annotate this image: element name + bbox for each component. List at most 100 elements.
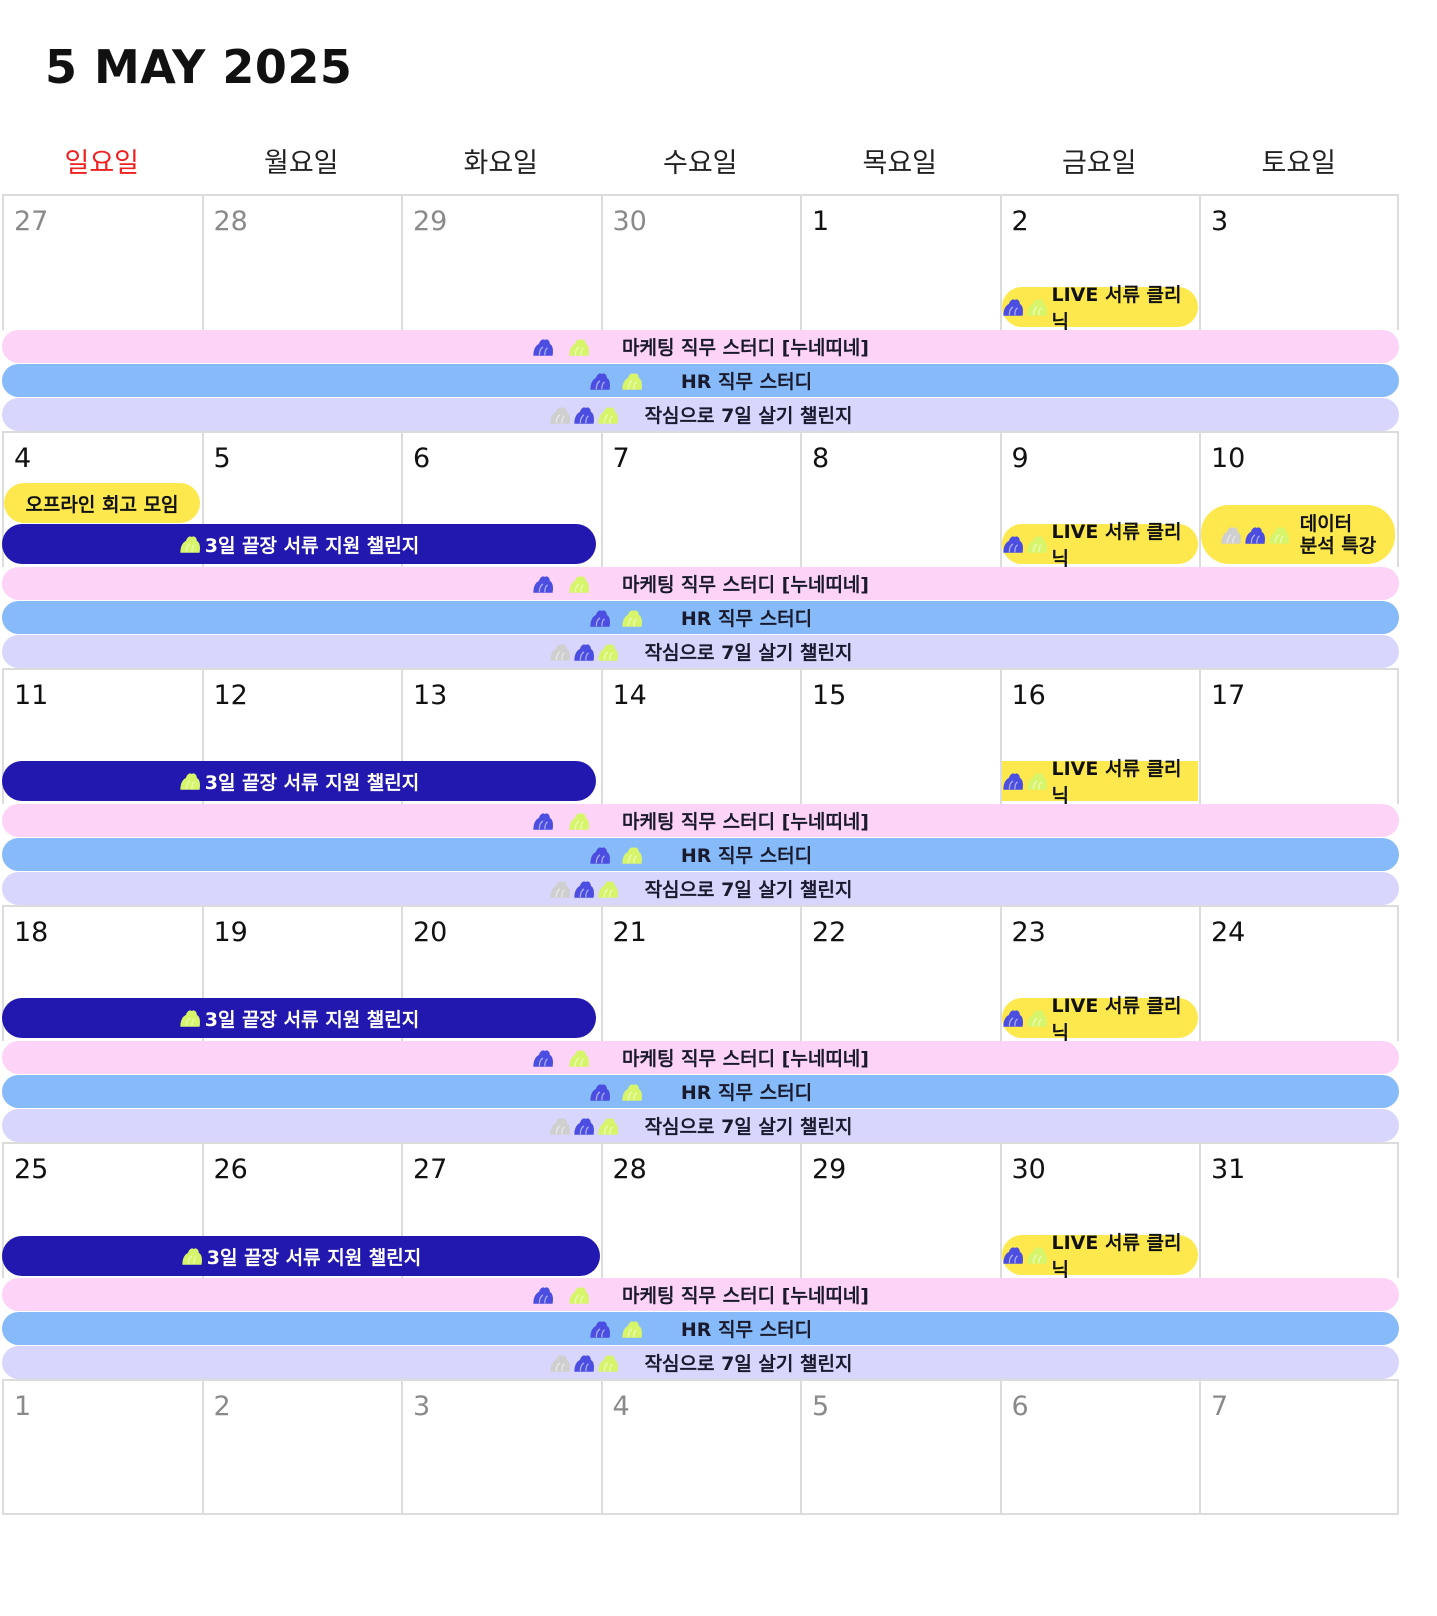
event-live-clinic[interactable]: LIVE 서류 클리닉 — [1001, 284, 1198, 333]
day-cell[interactable]: 31 — [1199, 1142, 1399, 1278]
day-number: 1 — [14, 1391, 32, 1422]
day-cell[interactable]: 7 — [600, 431, 800, 567]
weekday-thursday: 목요일 — [862, 148, 938, 179]
day-cell[interactable]: 6 — [999, 1379, 1199, 1515]
day-cell[interactable]: 4 — [2, 431, 202, 567]
event-7day-challenge[interactable]: 작심으로 7일 살기 챌린지 — [2, 1346, 1399, 1379]
day-number: 3 — [1211, 206, 1229, 237]
day-cell[interactable]: 13 — [401, 668, 601, 804]
day-cell[interactable]: 20 — [401, 905, 601, 1041]
day-cell[interactable]: 26 — [201, 1142, 401, 1278]
day-cell[interactable]: 1 — [2, 1379, 202, 1515]
day-cell[interactable]: 28 — [600, 1142, 800, 1278]
day-cell[interactable]: 11 — [2, 668, 202, 804]
day-number: 14 — [612, 680, 647, 711]
event-3day-challenge[interactable]: 3일 끝장 서류 지원 챌린지 — [2, 524, 596, 564]
event-3day-challenge[interactable]: 3일 끝장 서류 지원 챌린지 — [2, 998, 596, 1038]
day-cell[interactable]: 5 — [201, 431, 401, 567]
day-number: 10 — [1211, 443, 1246, 474]
day-number: 7 — [612, 443, 630, 474]
day-cell[interactable]: 30 — [999, 1142, 1199, 1278]
event-icons — [549, 1115, 619, 1137]
day-cell[interactable]: 30 — [600, 194, 800, 330]
event-7day-challenge[interactable]: 작심으로 7일 살기 챌린지 — [2, 398, 1399, 431]
event-hr-study[interactable]: HR 직무 스터디 — [2, 364, 1399, 397]
day-cell[interactable]: 27 — [401, 1142, 601, 1278]
event-icons — [1002, 533, 1048, 555]
day-cell[interactable]: 29 — [800, 1142, 1000, 1278]
day-cell[interactable]: 2 — [201, 1379, 401, 1515]
event-live-clinic[interactable]: LIVE 서류 클리닉 — [1001, 521, 1198, 570]
event-live-clinic[interactable]: LIVE 서류 클리닉 — [1001, 1232, 1198, 1281]
day-cell[interactable]: 21 — [600, 905, 800, 1041]
day-cell[interactable]: 19 — [201, 905, 401, 1041]
event-marketing-study[interactable]: 마케팅 직무 스터디 [누네띠네] — [2, 804, 1399, 837]
event-3day-challenge[interactable]: 3일 끝장 서류 지원 챌린지 — [2, 1236, 600, 1276]
event-7day-challenge[interactable]: 작심으로 7일 살기 챌린지 — [2, 872, 1399, 905]
day-cell[interactable]: 22 — [800, 905, 1000, 1041]
day-cell[interactable]: 3 — [1199, 194, 1399, 330]
day-cell[interactable]: 17 — [1199, 668, 1399, 804]
event-label-line1: 데이터 — [1299, 512, 1353, 535]
day-cell[interactable]: 28 — [201, 194, 401, 330]
event-data-lecture[interactable]: 데이터 분석 특강 — [1201, 505, 1395, 564]
day-number: 17 — [1211, 680, 1246, 711]
day-cell[interactable]: 5 — [800, 1379, 1000, 1515]
event-hr-study[interactable]: HR 직무 스터디 — [2, 1312, 1399, 1345]
day-number: 19 — [213, 917, 248, 948]
day-cell[interactable]: 12 — [201, 668, 401, 804]
day-number: 9 — [1011, 443, 1029, 474]
event-icons — [532, 1047, 590, 1069]
day-cell[interactable]: 24 — [1199, 905, 1399, 1041]
day-cell[interactable]: 27 — [2, 194, 202, 330]
day-cell[interactable]: 6 — [401, 431, 601, 567]
event-icons — [589, 844, 643, 866]
day-cell[interactable]: 23 — [999, 905, 1199, 1041]
lime-blob-icon — [569, 812, 589, 830]
event-marketing-study[interactable]: 마케팅 직무 스터디 [누네띠네] — [2, 1278, 1399, 1311]
event-icons — [589, 607, 643, 629]
calendar-week: 4 5 6 7 8 9 10 LIVE 서류 클리닉 3일 끝장 서류 지원 챌린지 오프라인 회… — [2, 431, 1399, 668]
day-cell[interactable]: 2 — [999, 194, 1199, 330]
day-cell[interactable]: 29 — [401, 194, 601, 330]
event-7day-challenge[interactable]: 작심으로 7일 살기 챌린지 — [2, 1109, 1399, 1142]
day-cell[interactable]: 18 — [2, 905, 202, 1041]
day-cell[interactable]: 10 — [1199, 431, 1399, 567]
event-3day-challenge[interactable]: 3일 끝장 서류 지원 챌린지 — [2, 761, 596, 801]
event-label: HR 직무 스터디 — [680, 845, 813, 867]
day-cell[interactable]: 14 — [600, 668, 800, 804]
event-icons — [549, 641, 619, 663]
event-label: 마케팅 직무 스터디 [누네띠네] — [622, 1285, 869, 1307]
event-live-clinic[interactable]: LIVE 서류 클리닉 — [1001, 995, 1198, 1044]
event-offline-meetup[interactable]: 오프라인 회고 모임 — [4, 483, 200, 523]
gray-blob-icon — [1221, 526, 1241, 544]
day-cell[interactable]: 9 — [999, 431, 1199, 567]
event-hr-study[interactable]: HR 직무 스터디 — [2, 1075, 1399, 1108]
day-cell[interactable]: 1 — [800, 194, 1000, 330]
event-label: 마케팅 직무 스터디 [누네띠네] — [622, 1048, 869, 1070]
day-cell[interactable]: 16 — [999, 668, 1199, 804]
event-marketing-study[interactable]: 마케팅 직무 스터디 [누네띠네] — [2, 1041, 1399, 1074]
event-7day-challenge[interactable]: 작심으로 7일 살기 챌린지 — [2, 635, 1399, 668]
event-label: HR 직무 스터디 — [680, 1319, 813, 1341]
weekday-friday: 금요일 — [1061, 148, 1137, 179]
day-cell[interactable]: 7 — [1199, 1379, 1399, 1515]
event-live-clinic[interactable]: LIVE 서류 클리닉 — [1001, 758, 1198, 807]
event-label: LIVE 서류 클리닉 — [1051, 284, 1182, 333]
day-cell[interactable]: 3 — [401, 1379, 601, 1515]
day-number: 3 — [413, 1391, 431, 1422]
event-hr-study[interactable]: HR 직무 스터디 — [2, 838, 1399, 871]
day-cell[interactable]: 4 — [600, 1379, 800, 1515]
calendar-week: 1 2 3 4 5 6 7 — [2, 1379, 1399, 1616]
lime-blob-icon — [622, 609, 642, 627]
day-cell[interactable]: 15 — [800, 668, 1000, 804]
event-marketing-study[interactable]: 마케팅 직무 스터디 [누네띠네] — [2, 567, 1399, 600]
lime-blob-icon — [569, 1286, 589, 1304]
event-marketing-study[interactable]: 마케팅 직무 스터디 [누네띠네] — [2, 330, 1399, 363]
day-cell[interactable]: 25 — [2, 1142, 202, 1278]
event-label: 3일 끝장 서류 지원 챌린지 — [204, 771, 420, 794]
day-cell[interactable]: 8 — [800, 431, 1000, 567]
weekday-wednesday: 수요일 — [662, 148, 738, 179]
lime-blob-icon — [569, 1049, 589, 1067]
event-hr-study[interactable]: HR 직무 스터디 — [2, 601, 1399, 634]
